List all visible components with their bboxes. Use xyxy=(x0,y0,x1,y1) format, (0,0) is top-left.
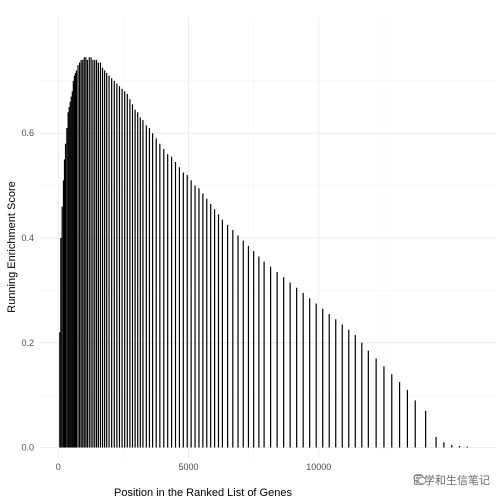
y-axis-title: Running Enrichment Score xyxy=(6,181,18,312)
y-tick-label: 0.4 xyxy=(21,233,34,243)
x-tick-label: 10000 xyxy=(306,462,331,472)
bars xyxy=(59,57,468,448)
watermark-text: 医学和生信笔记 xyxy=(413,474,490,487)
watermark: 医学和生信笔记 xyxy=(413,472,490,488)
y-tick-label: 0.6 xyxy=(21,128,34,138)
grid xyxy=(40,18,496,458)
wechat-icon xyxy=(413,473,427,485)
x-tick-label: 0 xyxy=(56,462,61,472)
y-axis-ticks: 0.0 0.2 0.4 0.6 xyxy=(21,128,34,452)
x-axis-title: Position in the Ranked List of Genes xyxy=(114,487,292,499)
y-tick-label: 0.2 xyxy=(21,338,34,348)
x-tick-label: 5000 xyxy=(179,462,199,472)
y-tick-label: 0.0 xyxy=(21,443,34,453)
x-axis-ticks: 0 5000 10000 xyxy=(56,462,332,472)
